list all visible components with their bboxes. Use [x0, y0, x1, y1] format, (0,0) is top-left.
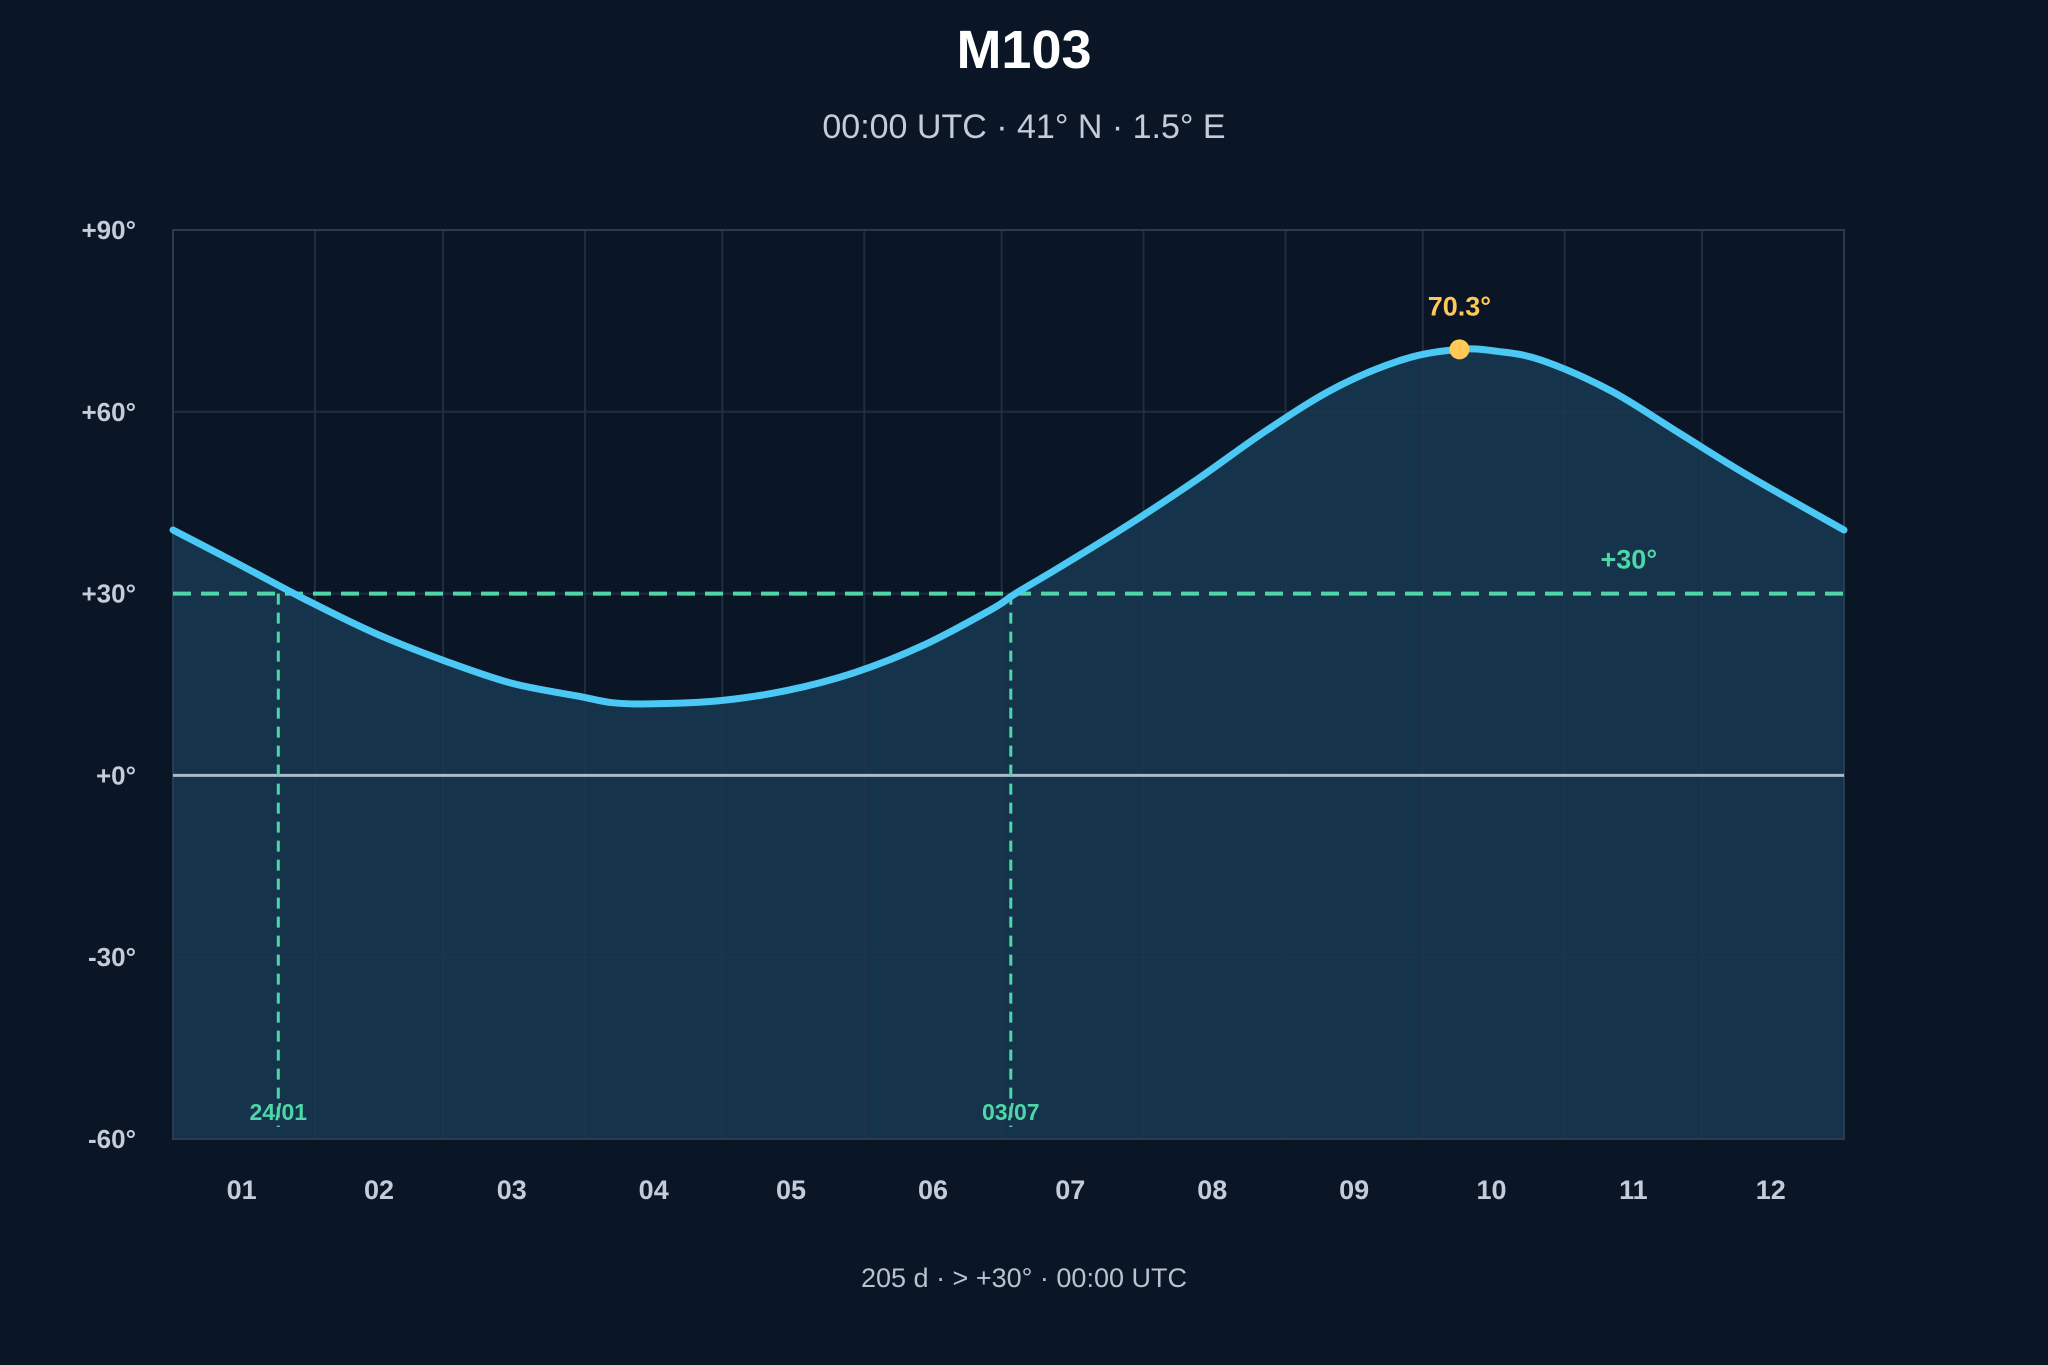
y-tick-label: -30° [88, 942, 136, 972]
altitude-curve [169, 345, 1848, 708]
x-tick-label: 02 [364, 1175, 394, 1205]
y-tick-label: +30° [81, 579, 136, 609]
threshold-label: +30° [1601, 545, 1658, 575]
chart-subtitle: 00:00 UTC · 41° N · 1.5° E [822, 108, 1225, 146]
chart-title: M103 [956, 20, 1091, 80]
chart-footer: 205 d · > +30° · 00:00 UTC [861, 1263, 1187, 1293]
threshold-crossings: 24/01 03/07 [250, 593, 1040, 1127]
peak-label: 70.3° [1428, 291, 1491, 321]
y-tick-label: -60° [88, 1124, 136, 1154]
x-axis: 01 02 03 04 05 06 07 08 09 10 11 12 [227, 1175, 1786, 1205]
x-tick-label: 10 [1476, 1175, 1506, 1205]
y-tick-label: +0° [96, 760, 136, 790]
x-tick-label: 09 [1339, 1175, 1369, 1205]
crossing-date-label: 03/07 [982, 1099, 1040, 1125]
plot-frame [172, 229, 1845, 1140]
y-tick-label: +60° [81, 397, 136, 427]
x-tick-label: 07 [1055, 1175, 1085, 1205]
x-tick-label: 12 [1756, 1175, 1786, 1205]
y-tick-label: +90° [81, 215, 136, 245]
grid [173, 230, 1844, 1139]
x-tick-label: 04 [639, 1175, 669, 1205]
x-tick-label: 11 [1619, 1175, 1648, 1205]
y-axis: +90° +60° +30° +0° -30° -60° [81, 215, 136, 1154]
crossing-date-label: 24/01 [250, 1099, 308, 1125]
peak-marker [1449, 339, 1470, 360]
x-tick-label: 05 [776, 1175, 806, 1205]
x-tick-label: 08 [1197, 1175, 1227, 1205]
x-tick-label: 06 [918, 1175, 948, 1205]
x-tick-label: 03 [497, 1175, 527, 1205]
visibility-area [173, 348, 1844, 1139]
x-tick-label: 01 [227, 1175, 257, 1205]
